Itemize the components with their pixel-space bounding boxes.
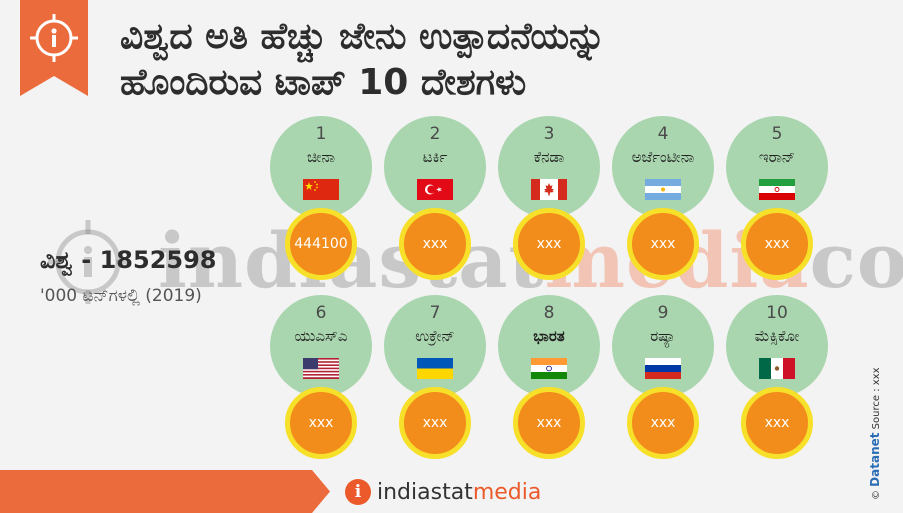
country-rank: 6 xyxy=(315,303,327,323)
country-value: xxx xyxy=(741,208,813,280)
title-line-1: ವಿಶ್ವದ ಅತಿ ಹೆಚ್ಚು ಜೇನು ಉತ್ಪಾದನೆಯನ್ನು xyxy=(120,16,606,57)
country-value: 444100 xyxy=(285,208,357,280)
info-icon xyxy=(20,0,88,96)
world-total: ವಿಶ್ವ - 1852598 xyxy=(40,246,217,274)
country-name: ಭಾರತ xyxy=(533,327,565,345)
country-circle xyxy=(726,116,828,218)
country-card: 8 ಭಾರತ xxx xyxy=(498,295,600,459)
india-flag-icon xyxy=(531,358,567,379)
country-circle xyxy=(726,295,828,397)
country-circle xyxy=(498,116,600,218)
country-name: ಟರ್ಕಿ xyxy=(422,148,448,166)
china-flag-icon xyxy=(303,179,339,200)
country-rank: 1 xyxy=(315,124,327,144)
country-card: 2 ಟರ್ಕಿ xxx xyxy=(384,116,486,280)
footer-bar xyxy=(0,470,330,513)
country-circle xyxy=(498,295,600,397)
country-name: ಉಕ್ರೇನ್ xyxy=(415,327,455,345)
country-value: xxx xyxy=(285,387,357,459)
country-name: ಕೆನಡಾ xyxy=(533,148,565,166)
country-rank: 5 xyxy=(771,124,783,144)
source-credit: © Datanet Source : xxx xyxy=(868,300,888,500)
country-name: ಅರ್ಜೆಂಟೀನಾ xyxy=(631,148,695,166)
unit-note: '000 ಟನ್‌ಗಳಲ್ಲಿ (2019) xyxy=(40,286,202,306)
country-circle xyxy=(270,295,372,397)
russia-flag-icon xyxy=(645,358,681,379)
footer-logo: i indiastat media xyxy=(345,478,541,506)
source-text: Source : xxx xyxy=(871,367,882,430)
country-card: 10 ಮೆಕ್ಸಿಕೋ xxx xyxy=(726,295,828,459)
country-rank: 9 xyxy=(657,303,669,323)
country-rank: 8 xyxy=(543,303,555,323)
title-line-2: ಹೊಂದಿರುವ ಟಾಪ್ 10 ದೇಶಗಳು xyxy=(120,62,527,103)
country-name: ಚೀನಾ xyxy=(306,148,336,166)
country-circle xyxy=(270,116,372,218)
country-rank: 4 xyxy=(657,124,669,144)
country-circle xyxy=(384,295,486,397)
country-card: 9 ರಷ್ಯಾ xxx xyxy=(612,295,714,459)
country-name: ಯುಎಸ್‌ಎ xyxy=(294,327,348,345)
country-card: 1 ಚೀನಾ 444100 xyxy=(270,116,372,280)
argentina-flag-icon xyxy=(645,179,681,200)
country-card: 7 ಉಕ್ರೇನ್ xxx xyxy=(384,295,486,459)
logo-info-icon: i xyxy=(345,479,371,505)
country-card: 3 ಕೆನಡಾ xxx xyxy=(498,116,600,280)
datanet-logo: Datanet xyxy=(868,432,882,487)
country-circle xyxy=(384,116,486,218)
country-rank: 7 xyxy=(429,303,441,323)
country-rank: 2 xyxy=(429,124,441,144)
country-value: xxx xyxy=(513,208,585,280)
copyright-mark: © xyxy=(871,490,882,500)
country-card: 5 ಇರಾನ್ xxx xyxy=(726,116,828,280)
usa-flag-icon xyxy=(303,358,339,379)
ukraine-flag-icon xyxy=(417,358,453,379)
country-card: 4 ಅರ್ಜೆಂಟೀನಾ xxx xyxy=(612,116,714,280)
logo-brand: indiastat xyxy=(377,479,473,505)
country-name: ರಷ್ಯಾ xyxy=(650,327,676,345)
page-title: ವಿಶ್ವದ ಅತಿ ಹೆಚ್ಚು ಜೇನು ಉತ್ಪಾದನೆಯನ್ನು ಹೊಂ… xyxy=(120,14,820,106)
country-value: xxx xyxy=(399,208,471,280)
country-value: xxx xyxy=(627,208,699,280)
country-value: xxx xyxy=(513,387,585,459)
country-name: ಮೆಕ್ಸಿಕೋ xyxy=(754,327,800,345)
logo-brand-accent: media xyxy=(472,479,542,505)
mexico-flag-icon xyxy=(759,358,795,379)
country-name: ಇರಾನ್ xyxy=(758,148,796,166)
country-value: xxx xyxy=(399,387,471,459)
country-rank: 10 xyxy=(766,303,788,323)
country-circle xyxy=(612,116,714,218)
country-value: xxx xyxy=(627,387,699,459)
country-card: 6 ಯುಎಸ್‌ಎ xxx xyxy=(270,295,372,459)
country-value: xxx xyxy=(741,387,813,459)
country-rank: 3 xyxy=(543,124,555,144)
country-circle xyxy=(612,295,714,397)
turkey-flag-icon xyxy=(417,179,453,200)
iran-flag-icon xyxy=(759,179,795,200)
canada-flag-icon xyxy=(531,179,567,200)
